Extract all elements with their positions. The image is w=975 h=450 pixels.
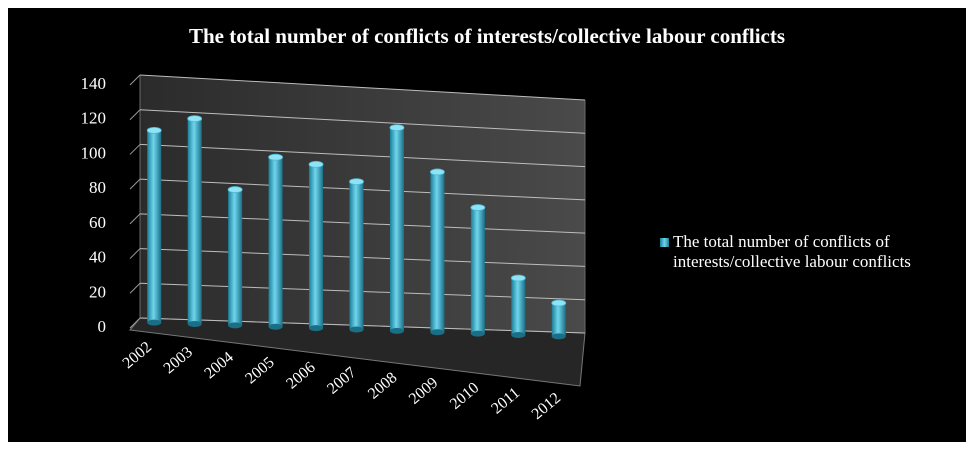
x-tick-label: 2012 (529, 389, 564, 423)
x-tick-label: 2006 (283, 359, 318, 393)
gridline-side (129, 178, 141, 190)
x-tick-label: 2008 (365, 369, 400, 403)
y-tick-label: 100 (81, 143, 107, 162)
y-tick-label: 40 (89, 248, 106, 267)
gridline (139, 143, 586, 168)
gridline-side (129, 213, 141, 225)
gridline (139, 74, 586, 101)
gridline-side (129, 282, 141, 294)
x-tick-label: 2004 (201, 349, 236, 383)
y-tick-label: 120 (81, 109, 107, 128)
gridline-side (129, 144, 141, 155)
x-tick-label: 2011 (488, 384, 523, 417)
y-tick-label: 60 (89, 213, 106, 232)
bar (227, 186, 243, 329)
y-tick-label: 0 (98, 317, 107, 336)
y-axis: 0 20 40 60 80 100 120 140 (81, 74, 107, 336)
x-tick-label: 2007 (324, 364, 359, 398)
y-tick-label: 140 (81, 74, 107, 93)
gridline (139, 109, 586, 134)
bar (389, 124, 405, 334)
y-tick-label: 80 (89, 178, 106, 197)
chart-title: The total number of conflicts of interes… (188, 24, 786, 48)
bars (146, 115, 567, 340)
x-tick-label: 2009 (406, 374, 441, 408)
x-tick-label: 2010 (447, 379, 482, 413)
x-tick-label: 2002 (120, 339, 155, 373)
gridline-side (129, 109, 141, 121)
gridline-side (129, 248, 141, 259)
bar (308, 160, 324, 332)
bar (430, 168, 445, 336)
legend-label: The total number of conflicts of interes… (673, 232, 911, 271)
bar (268, 153, 283, 330)
bar (187, 115, 203, 328)
gridline-side (129, 74, 141, 86)
bar (146, 126, 162, 326)
chart-frame: The total number of conflicts of interes… (8, 8, 966, 442)
bar (470, 204, 486, 337)
bar (349, 178, 364, 333)
bar (551, 299, 567, 340)
legend-swatch (660, 238, 669, 247)
y-tick-label: 20 (89, 282, 106, 301)
x-tick-label: 2005 (242, 354, 277, 388)
gridline-side (129, 317, 141, 329)
bar (510, 274, 526, 338)
x-tick-label: 2003 (160, 344, 195, 378)
legend: The total number of conflicts of interes… (660, 232, 960, 272)
